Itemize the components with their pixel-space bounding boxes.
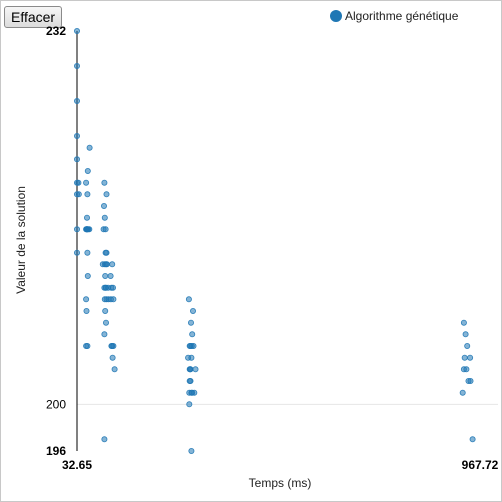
x-axis-title: Temps (ms): [249, 476, 312, 490]
data-point: [101, 331, 108, 338]
data-point: [187, 319, 194, 326]
data-point: [102, 307, 109, 314]
data-point: [74, 156, 81, 163]
data-point: [75, 179, 82, 186]
data-point: [187, 366, 194, 373]
data-point: [189, 307, 196, 314]
data-point: [110, 284, 117, 291]
data-point: [467, 354, 474, 361]
data-point: [74, 249, 81, 256]
data-point: [101, 202, 108, 209]
data-point: [109, 354, 116, 361]
data-point: [185, 296, 192, 303]
data-point: [84, 249, 91, 256]
data-point: [86, 144, 93, 151]
clear-button[interactable]: Effacer: [4, 6, 63, 28]
legend-swatch-icon: [330, 10, 342, 22]
x-tick-label: 32.65: [62, 458, 92, 472]
data-point: [74, 98, 81, 105]
data-point: [99, 261, 106, 268]
data-point: [102, 249, 109, 256]
data-point: [102, 272, 109, 279]
data-point: [83, 179, 90, 186]
data-point: [84, 214, 91, 221]
data-point: [101, 436, 108, 443]
data-point: [192, 366, 199, 373]
data-point: [83, 307, 90, 314]
data-point: [188, 447, 195, 454]
data-point: [462, 331, 469, 338]
data-point: [83, 342, 90, 349]
data-point: [103, 191, 110, 198]
data-point: [83, 296, 90, 303]
data-point: [74, 132, 81, 139]
data-point: [110, 296, 117, 303]
y-tick-label: 200: [46, 397, 66, 411]
data-point: [469, 436, 476, 443]
data-point: [74, 226, 81, 233]
data-point: [103, 319, 110, 326]
data-point: [75, 191, 82, 198]
data-point: [102, 226, 109, 233]
data-point: [84, 272, 91, 279]
data-point: [191, 389, 198, 396]
data-point: [74, 27, 81, 34]
y-tick-label: 232: [46, 24, 66, 38]
data-point: [464, 342, 471, 349]
data-point: [101, 214, 108, 221]
data-point: [109, 261, 116, 268]
data-point: [189, 331, 196, 338]
data-point: [110, 342, 117, 349]
data-point: [84, 226, 91, 233]
y-tick-label: 196: [46, 444, 66, 458]
data-point: [101, 179, 108, 186]
data-point: [190, 342, 197, 349]
data-point: [461, 354, 468, 361]
data-point: [459, 389, 466, 396]
data-point: [111, 366, 118, 373]
data-point: [460, 366, 467, 373]
x-tick-label: 967.72: [462, 458, 499, 472]
data-point: [186, 401, 193, 408]
y-axis-title: Valeur de la solution: [14, 186, 28, 294]
data-point: [84, 191, 91, 198]
data-point: [107, 272, 114, 279]
data-point: [84, 167, 91, 174]
data-point: [187, 377, 194, 384]
data-point: [188, 354, 195, 361]
data-point: [467, 377, 474, 384]
legend-label: Algorithme génétique: [345, 9, 459, 23]
data-point: [101, 296, 108, 303]
legend: Algorithme génétique: [330, 9, 459, 23]
data-point: [74, 63, 81, 70]
data-point: [460, 319, 467, 326]
